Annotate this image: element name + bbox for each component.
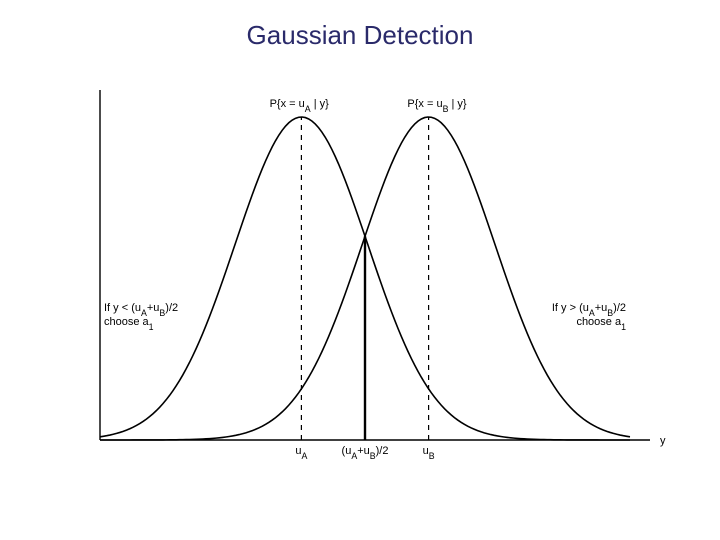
left-anno-2: choose a1 [104, 316, 154, 332]
gaussian-detection-chart: P{x = uA | y} P{x = uB | y} uA (uA+uB)/2 uB y… [40, 80, 680, 510]
chart-svg: P{x = uA | y} P{x = uB | y} uA (uA+uB)/2 uB y… [40, 80, 680, 510]
tick-mid: (uA+uB)/2 [342, 445, 389, 461]
curve-label-B: P{x = uB | y} [407, 98, 467, 114]
tick-uB: uB [423, 445, 435, 461]
tick-uA: uA [295, 445, 307, 461]
right-anno-2: choose a1 [576, 316, 626, 332]
curve-label-A: P{x = uA | y} [270, 98, 330, 114]
page-title: Gaussian Detection [0, 20, 720, 51]
x-axis-label: y [660, 435, 666, 447]
